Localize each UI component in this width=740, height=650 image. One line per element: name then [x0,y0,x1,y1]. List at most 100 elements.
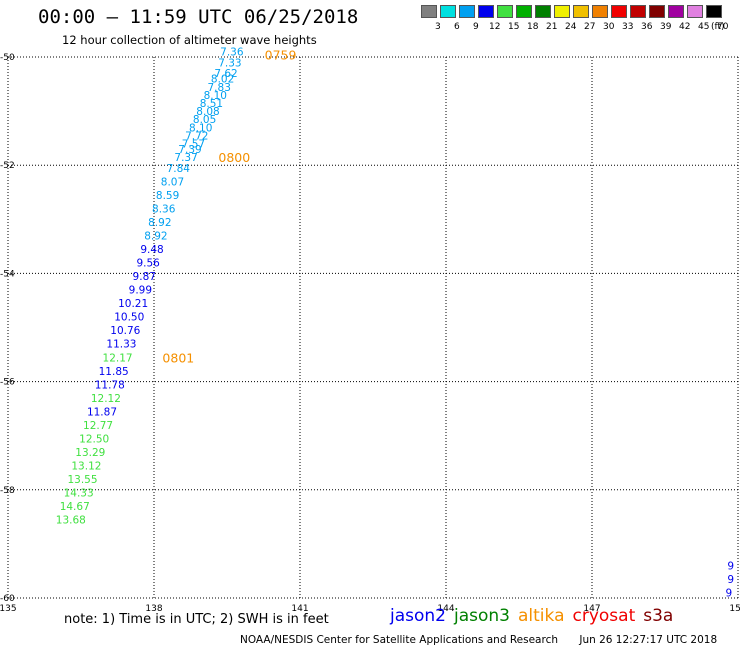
swh-value: 8.92 [148,217,171,229]
swh-value: 7.39 [178,144,201,156]
satellite-legend: jason2 jason3 altika cryosat s3a [390,606,681,626]
time-stamp-0759: 0759 [265,47,297,62]
legend-swatch-30 [592,5,608,18]
swh-value: 11.87 [87,406,117,418]
swh-value: 12.50 [79,433,109,445]
swh-value: 8.10 [204,90,227,102]
swh-value: 11.85 [99,366,129,378]
units-note: note: 1) Time is in UTC; 2) SWH is in fe… [64,612,329,627]
swh-value: 8.05 [193,114,216,126]
swh-value: 9 [725,588,732,600]
swh-value: 8.07 [161,176,184,188]
legend-label-9: 9 [473,22,479,32]
legend-swatch-21 [535,5,551,18]
legend-label-18: 18 [527,22,539,32]
lat-label--58: -58 [0,486,15,496]
swh-value: 10.76 [110,325,140,337]
lon-label-144: 144 [437,604,454,614]
swh-value: 7.84 [167,163,191,175]
lon-label-138: 138 [145,604,162,614]
satellite-s3a: s3a [643,606,674,626]
lon-label-150: 150 [729,604,740,614]
legend-label-33: 33 [622,22,634,32]
swh-value: 13.12 [71,460,101,472]
swh-value: 9.56 [136,258,160,270]
swh-value: 7.62 [214,68,237,80]
legend-label-30: 30 [603,22,615,32]
swh-value: 14.33 [64,488,94,500]
legend-label-45: 45 [698,22,710,32]
legend-label-6: 6 [454,22,460,32]
swh-value: 8.36 [152,203,176,215]
swh-value: 9.48 [140,244,163,256]
satellite-altika: altika [518,606,565,626]
swh-value: 12.77 [83,420,113,432]
legend-swatch-12 [478,5,494,18]
legend-swatch-70 [706,5,722,18]
legend-label-3: 3 [435,22,441,32]
legend-swatch-6 [440,5,456,18]
swh-value: 7.33 [218,57,241,69]
legend-label-21: 21 [546,22,558,32]
generated-timestamp: Jun 26 12:27:17 UTC 2018 [579,634,718,646]
swh-value: 7.83 [208,82,231,94]
legend-label-39: 39 [660,22,672,32]
legend-swatch-15 [497,5,513,18]
legend-label-15: 15 [508,22,520,32]
swh-value: 9 [727,574,734,586]
swh-value: 8.59 [156,190,179,202]
swh-value: 7.72 [185,130,208,142]
legend-swatch-36 [630,5,646,18]
satellite-cryosat: cryosat [572,606,636,626]
swh-value: 9.99 [129,285,152,297]
legend-swatch-39 [649,5,665,18]
lon-label-147: 147 [583,604,600,614]
legend-swatch-18 [516,5,532,18]
swh-value: 8.08 [196,106,219,118]
legend-label-36: 36 [641,22,653,32]
legend-label-24: 24 [565,22,577,32]
lon-label-135: 135 [0,604,17,614]
legend-swatch-45 [687,5,703,18]
swh-value: 10.50 [114,312,144,324]
swh-value: 13.29 [75,447,105,459]
swh-value: 13.55 [67,474,97,486]
lat-label--50: -50 [0,53,15,63]
swh-value: 9.87 [133,271,156,283]
legend-swatch-33 [611,5,627,18]
credit-text: NOAA/NESDIS Center for Satellite Applica… [240,634,558,646]
swh-value: 12.17 [103,352,133,364]
swh-value: 9 [727,561,734,573]
satellite-jason3: jason3 [454,606,510,626]
legend-label-12: 12 [489,22,501,32]
swh-value: 8.92 [144,231,167,243]
lat-label--52: -52 [0,161,15,171]
swh-value: 11.33 [106,339,136,351]
legend-label-70: 70 [717,22,729,32]
swh-value: 7.57 [182,139,205,151]
map-title: 00:00 – 11:59 UTC 06/25/2018 [38,6,359,28]
swh-value: 11.78 [95,379,125,391]
swh-value: 14.67 [60,501,90,513]
swh-value: 7.37 [174,152,197,164]
time-stamp-0801: 0801 [162,350,194,365]
legend-unit: (ft) [711,22,725,32]
legend-swatch-42 [668,5,684,18]
map-grid [7,56,739,599]
wave-height-track: 7.367.337.628.027.838.108.518.088.058.10… [56,47,734,600]
legend-label-42: 42 [679,22,691,32]
swh-value: 8.51 [200,98,223,110]
swh-value: 7.36 [220,47,244,59]
legend-label-27: 27 [584,22,596,32]
swh-value: 10.21 [118,298,148,310]
swh-value: 12.12 [91,393,121,405]
lat-label--60: -60 [0,594,15,604]
legend-swatch-27 [573,5,589,18]
swh-value: 13.68 [56,515,86,527]
satellite-jason2: jason2 [390,606,446,626]
swh-value: 8.02 [211,74,234,86]
time-stamp-0800: 0800 [218,150,250,165]
map-subtitle: 12 hour collection of altimeter wave hei… [62,33,317,47]
